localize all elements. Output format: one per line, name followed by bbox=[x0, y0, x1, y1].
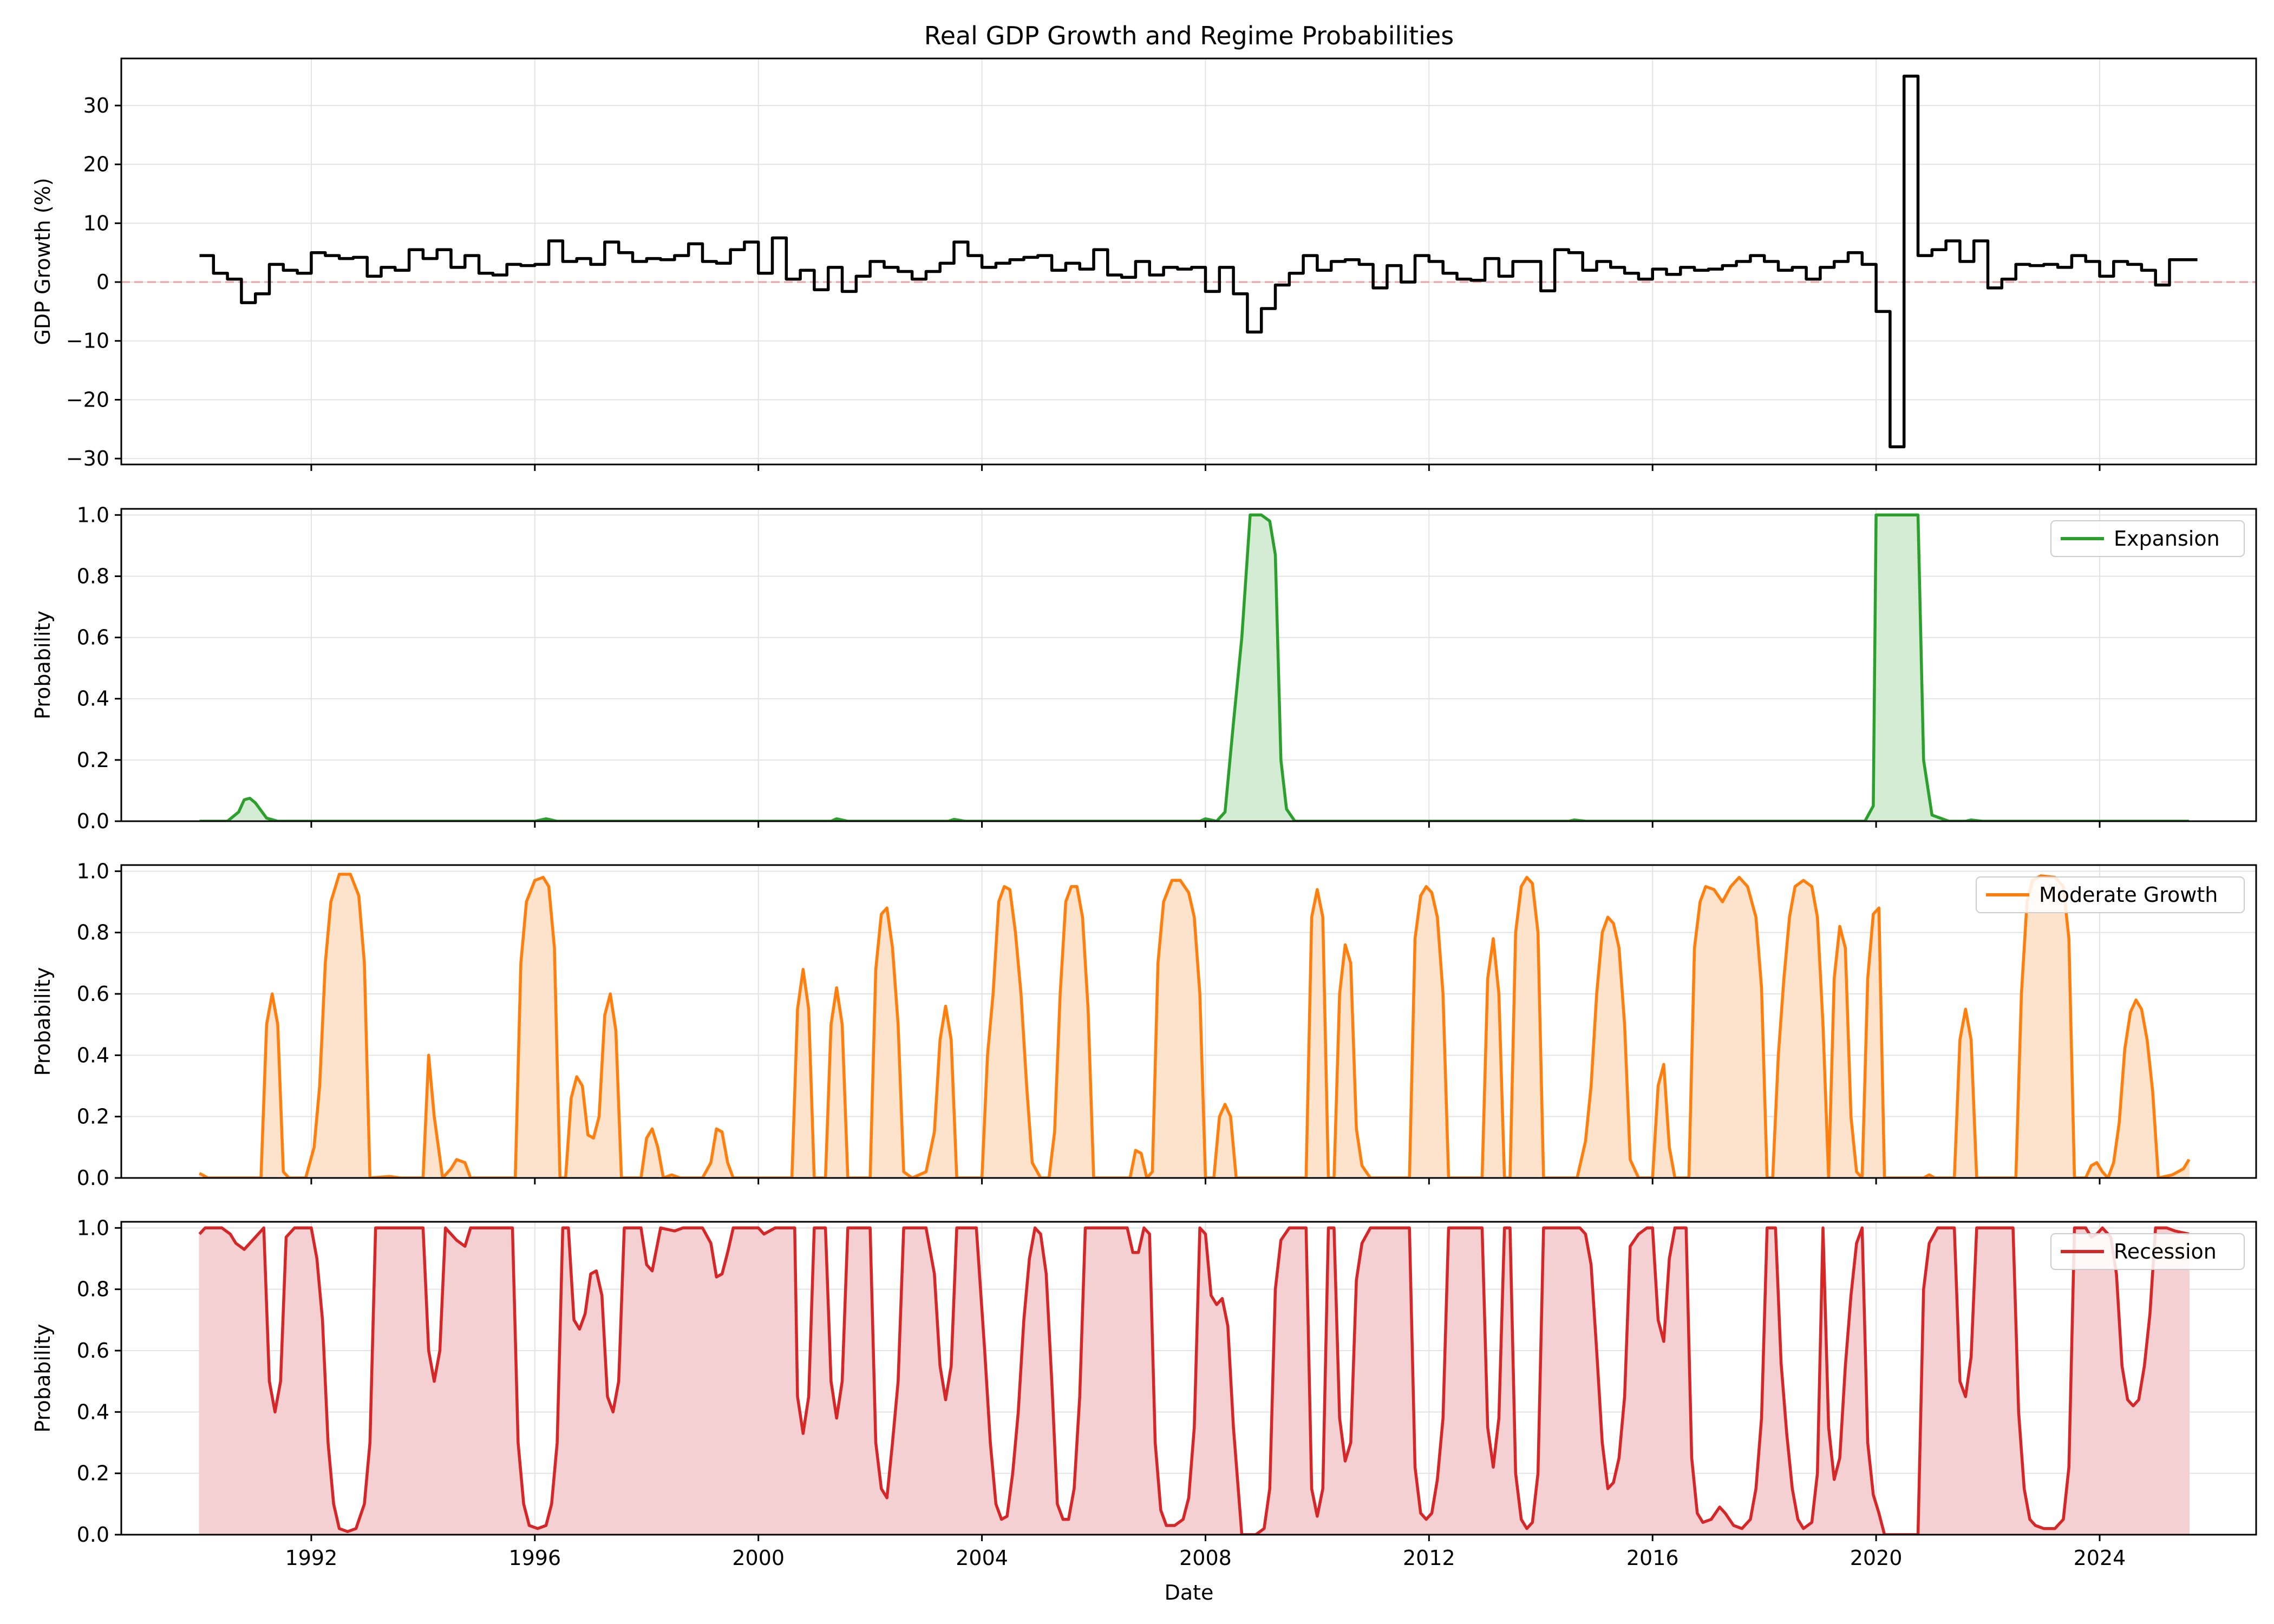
y-tick-label: 0 bbox=[96, 270, 109, 294]
y-tick-label: 0.0 bbox=[77, 1523, 109, 1547]
y-axis-label-gdp: GDP Growth (%) bbox=[31, 178, 55, 345]
series-group-recession bbox=[198, 1226, 2190, 1535]
y-tick-label: 0.0 bbox=[77, 1166, 109, 1190]
y-axis-label-expansion: Probability bbox=[31, 611, 55, 719]
y-tick-label: 20 bbox=[83, 153, 109, 176]
y-tick-label: 0.2 bbox=[77, 1462, 109, 1485]
series-line-moderate bbox=[199, 873, 2191, 1178]
y-tick-label: 0.6 bbox=[77, 1339, 109, 1363]
y-tick-label: −10 bbox=[66, 329, 109, 353]
series-group-expansion bbox=[199, 513, 2190, 821]
x-tick-label: 2000 bbox=[732, 1546, 785, 1570]
x-tick-label: 1992 bbox=[285, 1546, 338, 1570]
x-tick-label: 2008 bbox=[1179, 1546, 1232, 1570]
y-tick-label: 0.4 bbox=[77, 1043, 109, 1067]
panel-frame-recession bbox=[120, 1221, 2257, 1536]
y-tick-label: 0.2 bbox=[77, 748, 109, 772]
y-axis-label-moderate: Probability bbox=[31, 967, 55, 1076]
y-tick-label: 0.8 bbox=[77, 1278, 109, 1301]
panel-frame-moderate bbox=[120, 864, 2257, 1179]
legend-box-moderate bbox=[1976, 876, 2245, 913]
x-tick-label: 1996 bbox=[508, 1546, 561, 1570]
y-tick-label: 0.6 bbox=[77, 982, 109, 1006]
y-tick-label: 0.4 bbox=[77, 1400, 109, 1424]
panel-expansion: 1.0 0.8 0.6 0.4 0.2 0.0 Probability Expansion bbox=[31, 503, 2257, 833]
panel-frame-expansion bbox=[120, 508, 2257, 822]
y-tick-label: −30 bbox=[66, 447, 109, 470]
y-tick-label: 0.2 bbox=[77, 1105, 109, 1129]
y-tick-label: −20 bbox=[66, 388, 109, 411]
series-group-gdp bbox=[199, 74, 2198, 449]
series-line-recession bbox=[198, 1226, 2190, 1535]
x-axis-label: Date bbox=[1165, 1581, 1214, 1605]
legend-label-moderate: Moderate Growth bbox=[2039, 883, 2218, 907]
legend-label-expansion: Expansion bbox=[2114, 527, 2220, 551]
panel-recession: 1.0 0.8 0.6 0.4 0.2 0.0 1992 1996 2000 2004 2008 20… bbox=[31, 1216, 2257, 1570]
series-line-gdp bbox=[199, 74, 2198, 449]
legend-box-expansion bbox=[2050, 520, 2245, 557]
chart-title: Real GDP Growth and Regime Probabilities bbox=[924, 21, 1454, 50]
y-tick-label: 0.0 bbox=[77, 809, 109, 833]
y-tick-label: 0.4 bbox=[77, 687, 109, 711]
y-tick-label: 0.8 bbox=[77, 921, 109, 945]
x-tick-label: 2004 bbox=[956, 1546, 1008, 1570]
y-tick-label: 0.8 bbox=[77, 564, 109, 588]
x-tick-label: 2016 bbox=[1626, 1546, 1679, 1570]
series-line-expansion bbox=[199, 513, 2190, 821]
y-tick-label: 1.0 bbox=[77, 503, 109, 527]
panel-frame-gdp bbox=[120, 57, 2257, 466]
panel-gdp: 30 20 10 0 −10 −20 −30 GDP Growth (%) bbox=[31, 57, 2257, 471]
y-axis-label-recession: Probability bbox=[31, 1324, 55, 1433]
x-tick-label: 2024 bbox=[2074, 1546, 2126, 1570]
y-tick-label: 10 bbox=[83, 211, 109, 235]
legend-label-recession: Recession bbox=[2114, 1240, 2217, 1263]
series-group-moderate bbox=[199, 873, 2191, 1178]
y-tick-label: 30 bbox=[83, 94, 109, 117]
y-tick-label: 0.6 bbox=[77, 626, 109, 650]
legend-box-recession bbox=[2050, 1233, 2245, 1270]
y-tick-label: 1.0 bbox=[77, 1216, 109, 1240]
panels-group: 30 20 10 0 −10 −20 −30 GDP Growth (%) 1.0 0.8 0.6 0… bbox=[31, 57, 2257, 1570]
x-tick-label: 2020 bbox=[1850, 1546, 1903, 1570]
x-tick-label: 2012 bbox=[1403, 1546, 1455, 1570]
y-tick-label: 1.0 bbox=[77, 859, 109, 883]
panel-moderate: 1.0 0.8 0.6 0.4 0.2 0.0 Probability Moderate Gr… bbox=[31, 859, 2257, 1190]
